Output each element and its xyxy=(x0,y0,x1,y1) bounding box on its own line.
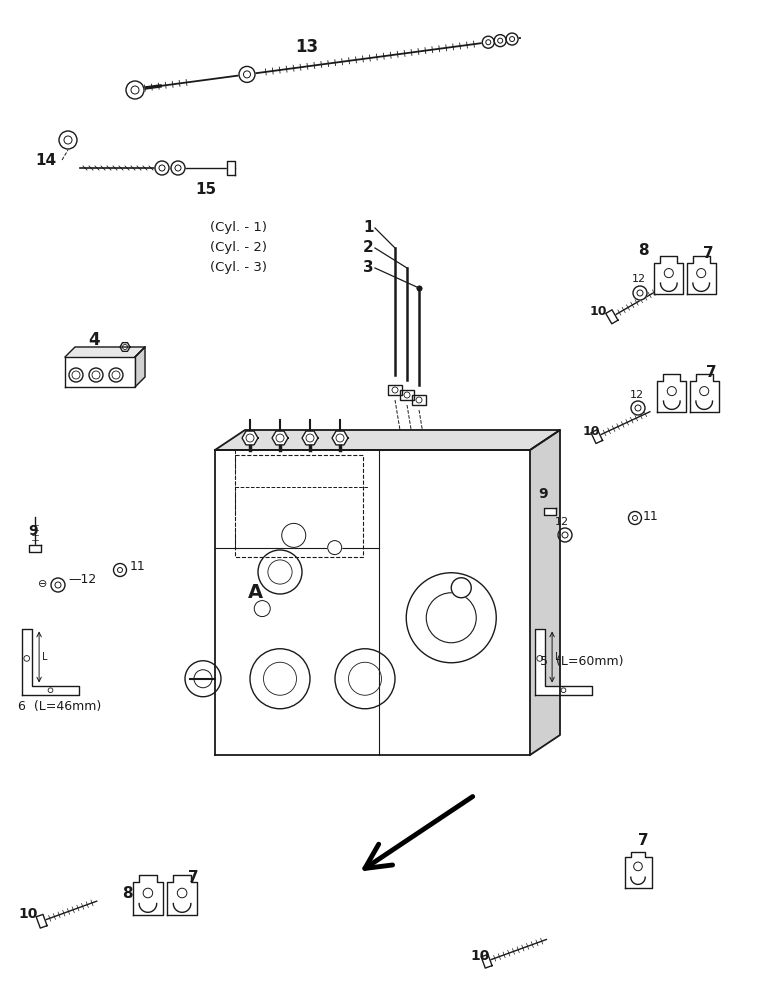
Text: 9: 9 xyxy=(538,487,548,501)
Circle shape xyxy=(239,66,255,82)
Polygon shape xyxy=(690,374,719,412)
Text: (Cyl. - 3): (Cyl. - 3) xyxy=(210,261,267,274)
Circle shape xyxy=(250,649,310,709)
Polygon shape xyxy=(332,431,348,445)
Polygon shape xyxy=(65,357,135,387)
Polygon shape xyxy=(535,629,592,695)
Text: 12: 12 xyxy=(555,517,569,527)
Text: 3: 3 xyxy=(363,260,374,275)
Text: A: A xyxy=(248,583,263,602)
Polygon shape xyxy=(530,430,560,755)
Text: 10: 10 xyxy=(583,425,600,438)
Text: 7: 7 xyxy=(188,870,198,885)
Bar xyxy=(400,390,414,400)
Circle shape xyxy=(335,649,395,709)
Circle shape xyxy=(59,131,77,149)
Circle shape xyxy=(255,601,271,617)
Circle shape xyxy=(155,161,169,175)
Circle shape xyxy=(483,36,494,48)
Polygon shape xyxy=(272,431,288,445)
Text: —12: —12 xyxy=(68,573,97,586)
Polygon shape xyxy=(215,450,530,755)
Text: 10: 10 xyxy=(470,949,489,963)
Circle shape xyxy=(89,368,103,382)
Text: 6  (L=46mm): 6 (L=46mm) xyxy=(18,700,101,713)
Bar xyxy=(412,395,426,405)
Text: ⊖: ⊖ xyxy=(38,579,47,589)
Text: 12: 12 xyxy=(632,274,646,284)
Text: 15: 15 xyxy=(195,182,216,197)
Polygon shape xyxy=(544,508,556,515)
Polygon shape xyxy=(654,256,683,294)
Text: 11: 11 xyxy=(643,510,659,523)
Polygon shape xyxy=(133,875,163,915)
Text: 10: 10 xyxy=(18,907,37,921)
Circle shape xyxy=(113,564,126,576)
Circle shape xyxy=(69,368,83,382)
Text: 8: 8 xyxy=(638,243,648,258)
Text: (Cyl. - 2): (Cyl. - 2) xyxy=(210,241,267,254)
Text: 7: 7 xyxy=(703,246,714,261)
Circle shape xyxy=(631,401,645,415)
Text: L: L xyxy=(555,652,561,662)
Circle shape xyxy=(558,528,572,542)
Polygon shape xyxy=(65,347,145,357)
Text: 7: 7 xyxy=(638,833,648,848)
Polygon shape xyxy=(167,875,198,915)
Polygon shape xyxy=(606,310,618,324)
Polygon shape xyxy=(687,256,716,294)
Circle shape xyxy=(126,81,144,99)
Polygon shape xyxy=(135,347,145,387)
Polygon shape xyxy=(120,343,130,351)
Text: 11: 11 xyxy=(130,560,146,573)
Polygon shape xyxy=(302,431,318,445)
Bar xyxy=(388,385,402,395)
Polygon shape xyxy=(242,431,258,445)
Text: 9: 9 xyxy=(28,524,38,538)
Circle shape xyxy=(171,161,185,175)
Text: (Cyl. - 1): (Cyl. - 1) xyxy=(210,222,267,234)
Text: 12: 12 xyxy=(630,390,644,400)
Bar xyxy=(400,390,414,400)
Circle shape xyxy=(407,573,496,663)
Text: 8: 8 xyxy=(122,886,133,901)
Circle shape xyxy=(51,578,65,592)
Circle shape xyxy=(282,523,306,547)
Text: 4: 4 xyxy=(88,331,100,349)
Polygon shape xyxy=(22,629,79,695)
Circle shape xyxy=(451,578,471,598)
Circle shape xyxy=(328,541,342,555)
Text: 10: 10 xyxy=(590,305,607,318)
Circle shape xyxy=(629,512,641,524)
Text: 5  (L=60mm): 5 (L=60mm) xyxy=(540,655,623,668)
Circle shape xyxy=(185,661,221,697)
Polygon shape xyxy=(226,161,235,175)
Text: 14: 14 xyxy=(35,153,56,168)
Polygon shape xyxy=(29,545,41,552)
Circle shape xyxy=(494,35,506,47)
Circle shape xyxy=(633,286,647,300)
Text: L: L xyxy=(42,652,48,662)
Polygon shape xyxy=(657,374,686,412)
Text: 13: 13 xyxy=(295,38,318,56)
Bar xyxy=(388,385,402,395)
Text: 7: 7 xyxy=(706,365,717,380)
Polygon shape xyxy=(36,914,47,928)
Text: 1: 1 xyxy=(363,221,373,235)
Circle shape xyxy=(506,33,518,45)
Polygon shape xyxy=(625,852,651,888)
Text: 2: 2 xyxy=(363,240,374,255)
Polygon shape xyxy=(591,430,603,443)
Circle shape xyxy=(109,368,123,382)
Circle shape xyxy=(258,550,302,594)
Polygon shape xyxy=(481,954,492,968)
Polygon shape xyxy=(215,430,560,450)
Bar xyxy=(412,395,426,405)
